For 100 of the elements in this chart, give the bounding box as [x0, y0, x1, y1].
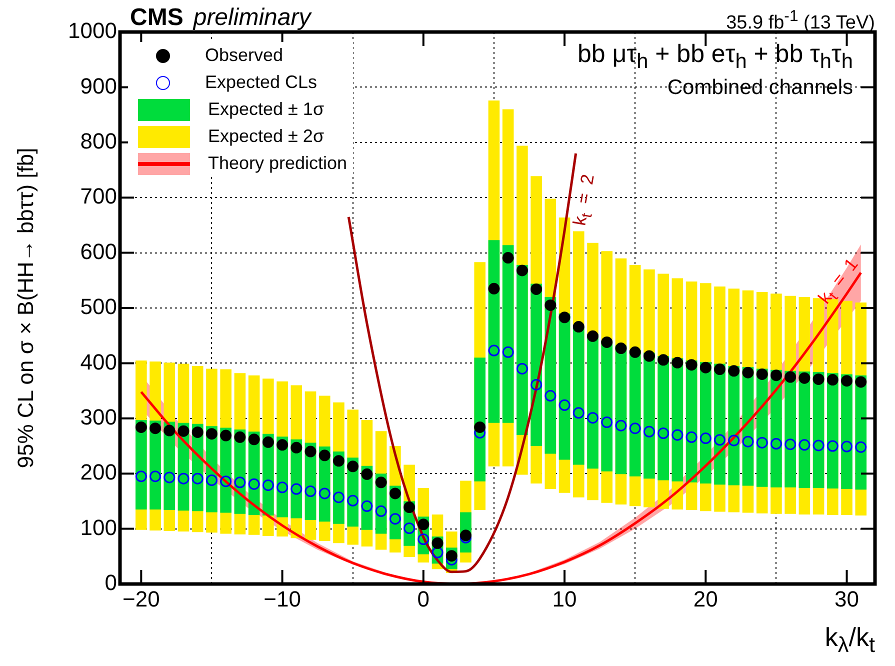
- point: [812, 440, 824, 452]
- point: [502, 346, 514, 358]
- legend-label: Expected CLs: [205, 71, 318, 94]
- bar: [558, 314, 570, 460]
- legend-label: Expected ± 2σ: [208, 125, 324, 148]
- point: [234, 476, 246, 488]
- point: [432, 546, 444, 558]
- point: [643, 350, 655, 362]
- point: [587, 412, 599, 424]
- point: [404, 502, 416, 514]
- point: [742, 436, 754, 448]
- bar: [488, 240, 500, 423]
- y-tick-label: 700: [80, 184, 117, 209]
- point: [826, 440, 838, 452]
- point: [629, 346, 641, 358]
- point: [855, 376, 867, 388]
- point: [418, 534, 430, 546]
- point: [658, 354, 670, 366]
- y-tick-label: 500: [80, 294, 117, 320]
- point: [375, 505, 387, 517]
- point: [206, 428, 218, 440]
- point: [742, 366, 754, 378]
- point: [248, 478, 260, 490]
- point: [262, 479, 274, 491]
- y-tick-label: 100: [80, 514, 117, 540]
- point: [558, 399, 570, 411]
- point: [389, 513, 401, 525]
- y-axis-title: 95% CL on σ × B(HH→ bbττ) [fb]: [13, 146, 39, 470]
- point: [784, 438, 796, 450]
- point: [714, 434, 726, 446]
- point: [418, 518, 430, 530]
- point: [728, 434, 740, 446]
- x-tick-label: 20: [693, 586, 718, 612]
- y-tick-label: 200: [80, 460, 117, 485]
- point: [855, 441, 867, 453]
- point: [558, 312, 570, 324]
- point: [220, 476, 232, 488]
- point: [686, 359, 698, 371]
- annotation: Combined channels: [667, 76, 853, 100]
- point: [347, 494, 359, 506]
- point: [756, 436, 768, 448]
- point: [601, 416, 613, 428]
- point: [502, 252, 514, 264]
- x-tick-label: −10: [264, 586, 301, 612]
- point: [530, 283, 542, 295]
- point: [544, 390, 556, 402]
- point: [728, 365, 740, 377]
- point: [375, 476, 387, 488]
- point: [432, 537, 444, 549]
- point: [841, 375, 853, 387]
- point: [304, 486, 316, 498]
- point: [770, 438, 782, 450]
- y-tick-label: 600: [80, 238, 117, 264]
- y-tick-label: 1000: [68, 18, 117, 44]
- point: [164, 472, 176, 484]
- x-tick-label: −20: [122, 586, 160, 612]
- chart-title: CMS: [130, 4, 184, 31]
- point: [192, 426, 204, 438]
- point: [615, 342, 627, 354]
- point: [276, 439, 288, 451]
- point: [332, 455, 344, 467]
- point: [304, 446, 316, 458]
- point: [826, 374, 838, 386]
- annotation: bb μτ$_{h}$ + bb eτ$_{h}$ + bb τ$_{h}$τ$_{h}$: [578, 40, 853, 74]
- point: [318, 488, 330, 500]
- y-tick-label: 400: [80, 349, 117, 374]
- y-tick-label: 0: [104, 570, 117, 596]
- point: [276, 482, 288, 494]
- point: [672, 429, 684, 441]
- point: [361, 468, 373, 480]
- point: [164, 424, 176, 436]
- point: [178, 425, 190, 437]
- point: [192, 472, 204, 484]
- point: [798, 439, 810, 451]
- point: [572, 321, 584, 333]
- point: [178, 472, 190, 484]
- annotation: 35.9 fb$^{-1}$ (13 TeV): [726, 8, 875, 34]
- point: [234, 431, 246, 443]
- point: [700, 362, 712, 374]
- point: [488, 344, 500, 356]
- point: [290, 442, 302, 454]
- point: [756, 368, 768, 380]
- x-tick-label: 0: [417, 586, 430, 612]
- y-tick-label: 300: [80, 404, 117, 430]
- legend-label: Theory prediction: [208, 152, 348, 175]
- point: [347, 460, 359, 472]
- bar: [474, 358, 486, 482]
- point: [135, 470, 147, 482]
- bar: [573, 326, 584, 465]
- point: [516, 362, 528, 374]
- point: [516, 264, 528, 276]
- x-tick-label: 10: [552, 586, 577, 612]
- point: [700, 432, 712, 444]
- point: [530, 378, 542, 390]
- point: [686, 431, 698, 443]
- chart-subtitle: preliminary: [193, 4, 311, 31]
- y-tick-label: 900: [80, 73, 117, 98]
- point: [474, 421, 486, 433]
- legend-label: Observed: [205, 44, 284, 67]
- point: [812, 373, 824, 385]
